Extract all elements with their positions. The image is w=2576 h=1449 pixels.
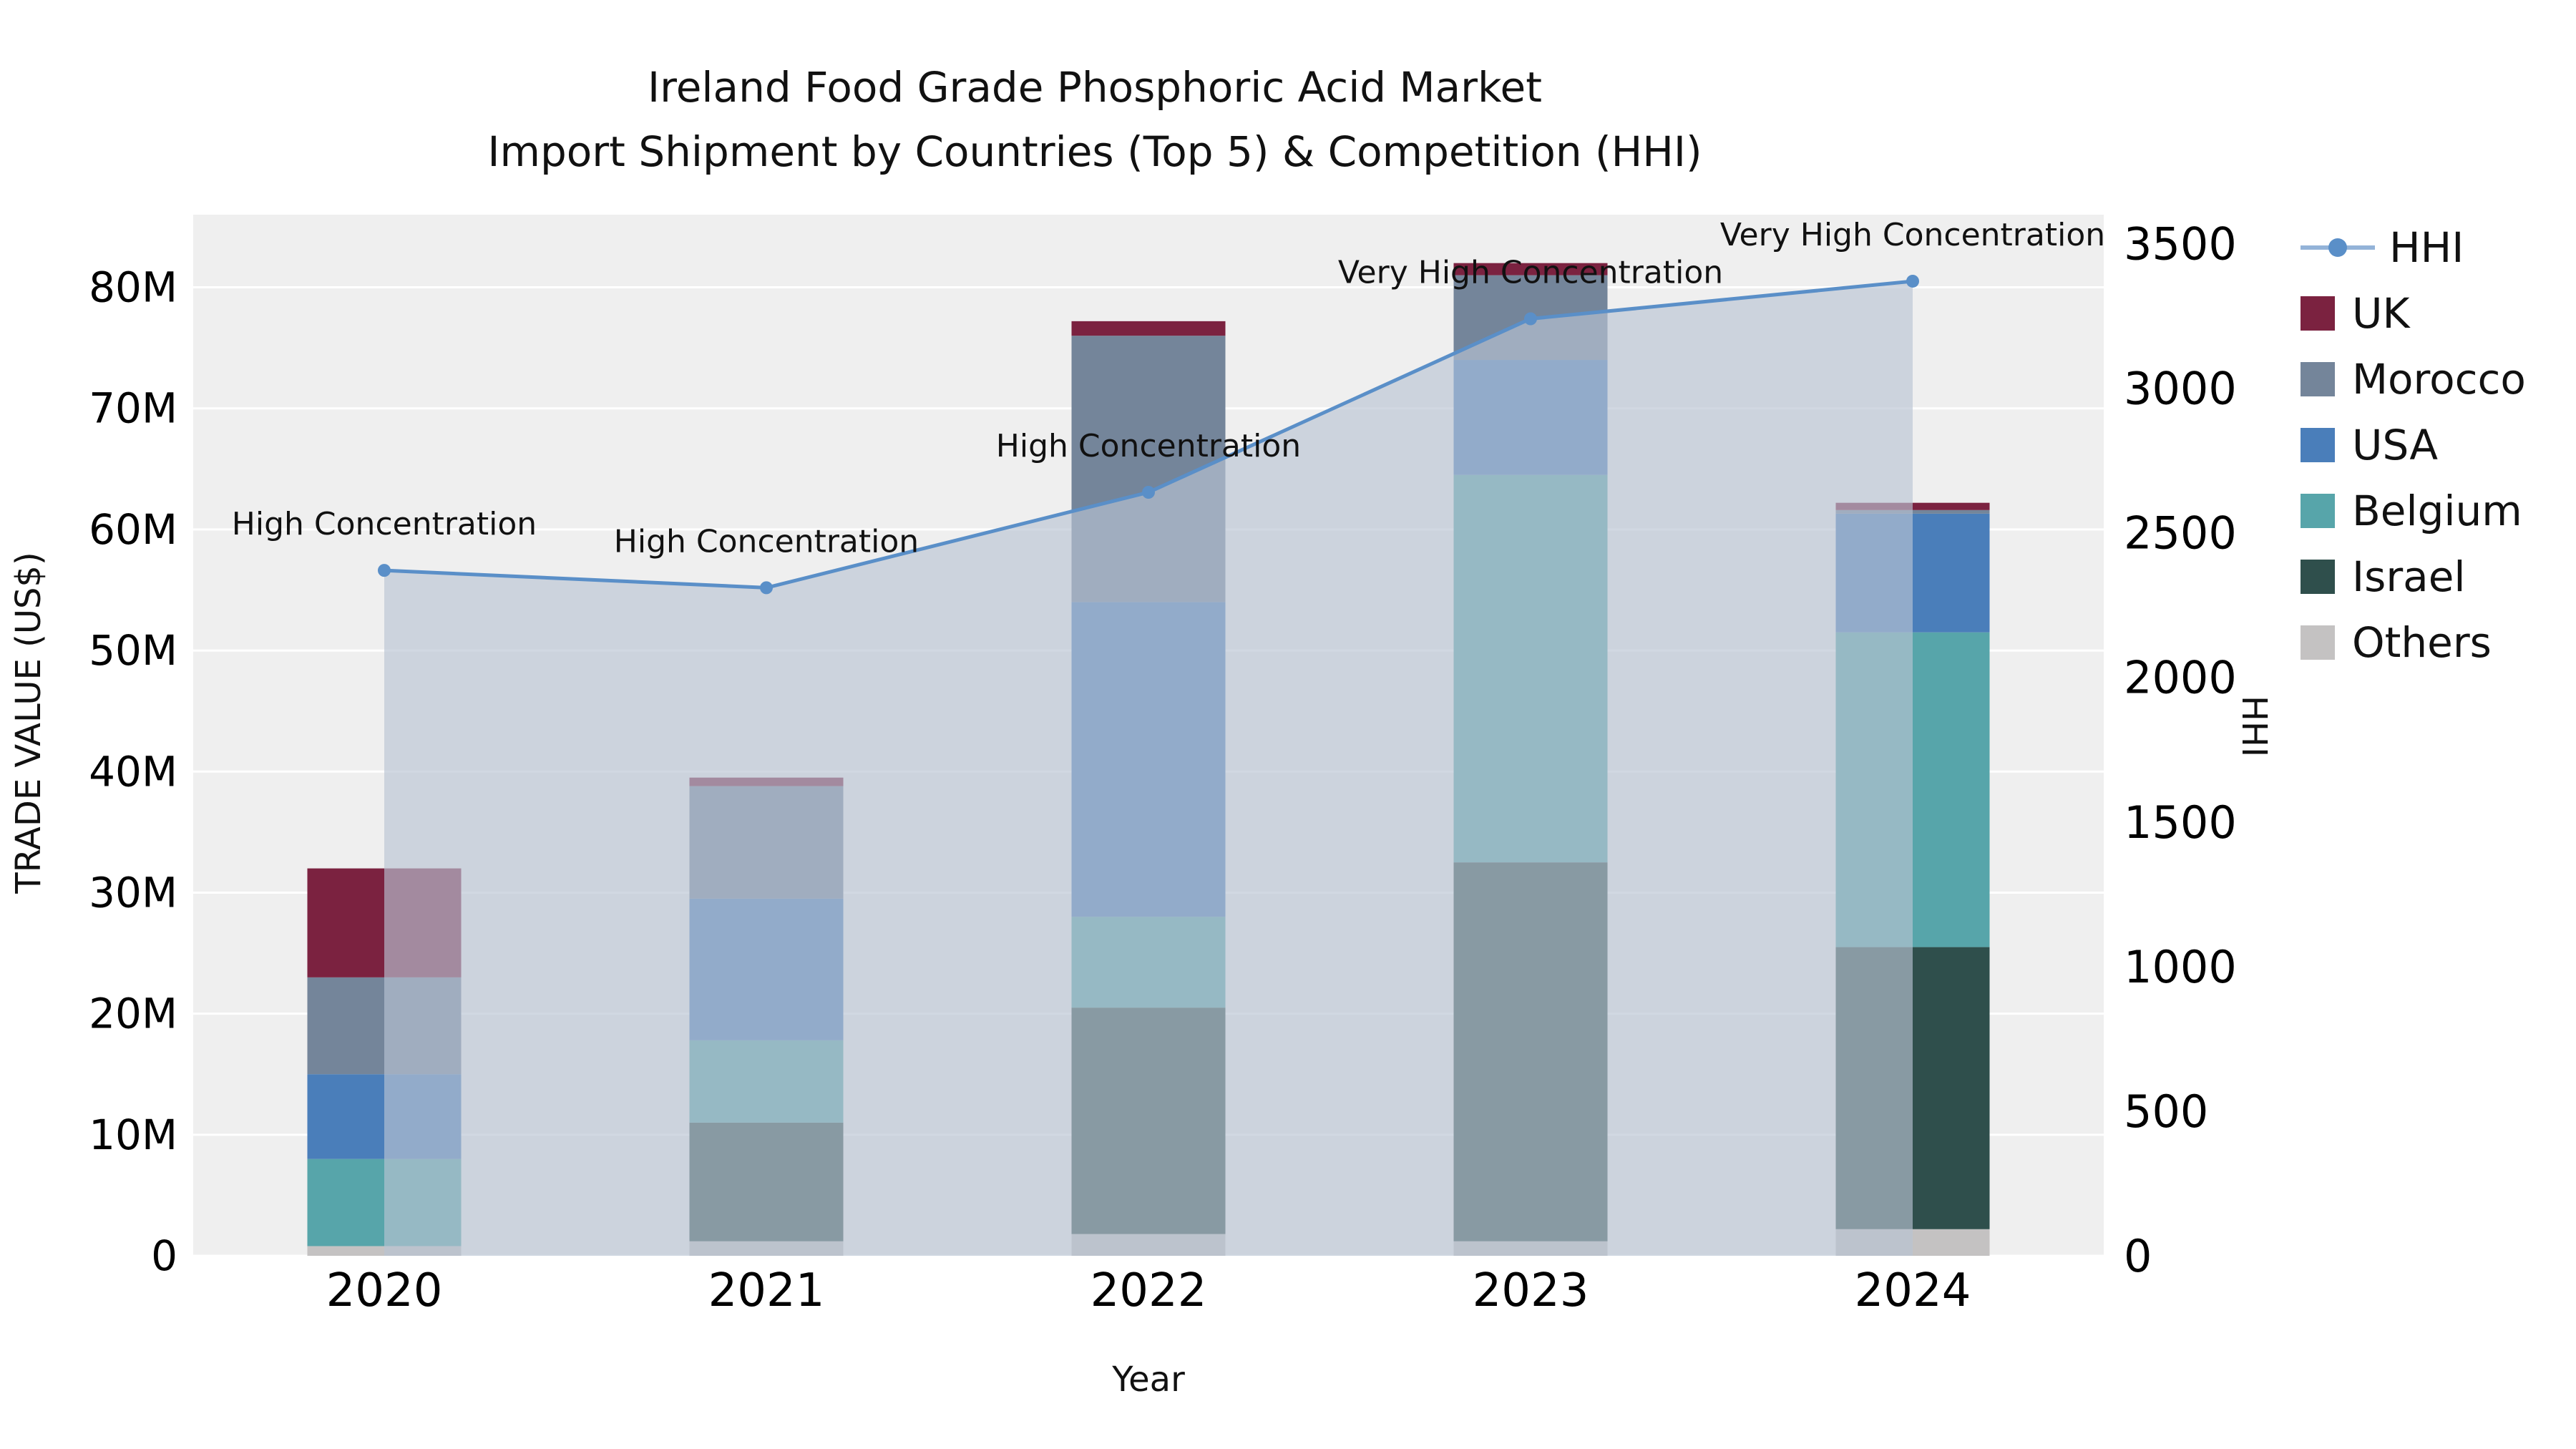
y-right-tick: 3000 xyxy=(2124,363,2237,415)
x-tick-2024: 2024 xyxy=(1855,1264,1971,1317)
legend-item-morocco: Morocco xyxy=(2301,355,2526,404)
chart-title-line-2: Import Shipment by Countries (Top 5) & C… xyxy=(487,127,1702,176)
hhi-area-fill xyxy=(384,280,1913,1256)
bar-segment-uk-2023 xyxy=(1453,263,1608,275)
y-left-tick: 40M xyxy=(89,747,177,796)
legend-label: USA xyxy=(2352,421,2439,469)
legend-label: Belgium xyxy=(2352,487,2522,535)
y-left-tick: 10M xyxy=(89,1111,177,1159)
legend-label: HHI xyxy=(2389,223,2464,272)
chart-title-line-1: Ireland Food Grade Phosphoric Acid Marke… xyxy=(648,63,1542,112)
y-left-tick: 70M xyxy=(89,384,177,433)
hhi-marker-2024 xyxy=(1906,274,1919,288)
legend-label: UK xyxy=(2352,289,2410,338)
y-left-tick: 30M xyxy=(89,868,177,917)
y-right-tick: 3500 xyxy=(2124,218,2237,270)
legend-swatch xyxy=(2301,428,2335,462)
x-tick-2022: 2022 xyxy=(1091,1264,1207,1317)
legend-swatch xyxy=(2301,625,2335,660)
y-left-tick: 80M xyxy=(89,263,177,312)
legend-swatch xyxy=(2301,494,2335,528)
y-right-tick: 500 xyxy=(2124,1085,2208,1138)
legend-label: Others xyxy=(2352,618,2492,667)
legend-swatch xyxy=(2301,362,2335,396)
legend-item-usa: USA xyxy=(2301,421,2526,469)
legend-item-israel: Israel xyxy=(2301,552,2526,601)
y-right-tick: 0 xyxy=(2124,1230,2152,1282)
y-left-tick: 0 xyxy=(151,1231,177,1280)
hhi-marker-2020 xyxy=(378,564,391,577)
annotation-2023: Very High Concentration xyxy=(1338,255,1723,291)
legend-label: Morocco xyxy=(2352,355,2526,404)
x-tick-2023: 2023 xyxy=(1473,1264,1589,1317)
legend-label: Israel xyxy=(2352,552,2466,601)
legend-line-marker xyxy=(2328,238,2347,257)
y-axis-right-label: HHI xyxy=(2234,695,2274,758)
y-axis-left-label: TRADE VALUE (US$) xyxy=(9,552,49,894)
y-left-tick: 20M xyxy=(89,990,177,1038)
y-right-tick: 2500 xyxy=(2124,507,2237,560)
hhi-marker-2022 xyxy=(1142,486,1155,499)
legend-item-others: Others xyxy=(2301,618,2526,667)
legend-swatch xyxy=(2301,560,2335,594)
hhi-marker-2023 xyxy=(1524,312,1537,326)
annotation-2022: High Concentration xyxy=(996,428,1301,464)
x-tick-2020: 2020 xyxy=(326,1264,443,1317)
annotation-2024: Very High Concentration xyxy=(1720,217,2105,253)
y-right-tick: 1500 xyxy=(2124,796,2237,849)
y-left-tick: 50M xyxy=(89,626,177,675)
annotation-2021: High Concentration xyxy=(614,523,919,560)
legend-item-uk: UK xyxy=(2301,289,2526,338)
y-right-tick: 1000 xyxy=(2124,941,2237,993)
legend-item-belgium: Belgium xyxy=(2301,487,2526,535)
x-axis-label: Year xyxy=(1112,1360,1185,1400)
legend-item-hhi: HHI xyxy=(2301,223,2526,272)
bar-segment-uk-2022 xyxy=(1071,321,1226,336)
legend-line-sample xyxy=(2301,238,2375,257)
chart-legend: HHI UK Morocco USA Belgium Israel Others xyxy=(2301,223,2526,686)
x-tick-2021: 2021 xyxy=(708,1264,825,1317)
hhi-marker-2021 xyxy=(760,581,773,595)
legend-swatch xyxy=(2301,296,2335,331)
y-left-tick: 60M xyxy=(89,505,177,554)
y-right-tick: 2000 xyxy=(2124,652,2237,704)
annotation-2020: High Concentration xyxy=(232,506,537,542)
